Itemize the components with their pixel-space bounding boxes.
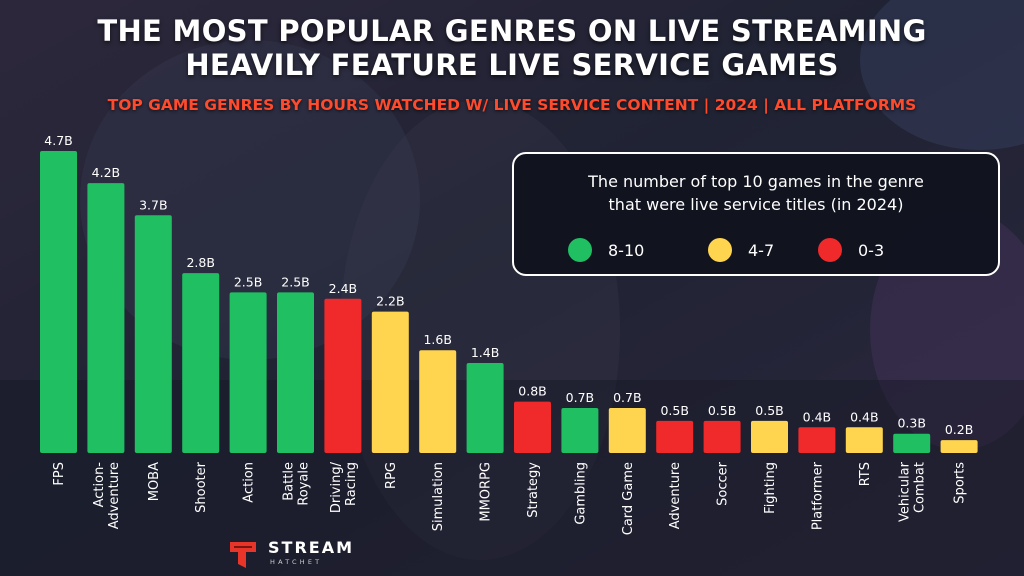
bar-simulation <box>419 350 457 453</box>
bar-mmorpg <box>466 363 504 453</box>
legend: The number of top 10 games in the genre … <box>512 152 1000 276</box>
bar-shooter <box>182 273 220 453</box>
legend-item-4-7: 4-7 <box>708 238 774 262</box>
bar-soccer <box>703 420 741 453</box>
category-label: MMORPG <box>479 462 494 522</box>
bar-moba <box>134 215 172 453</box>
bar-rpg <box>371 311 409 453</box>
bar-sports <box>940 440 978 453</box>
value-label: 0.7B <box>613 390 641 405</box>
title-line: THE MOST POPULAR GENRES ON LIVE STREAMIN… <box>97 14 927 48</box>
value-label: 2.8B <box>186 255 214 270</box>
bar-action-adventure <box>87 183 125 453</box>
legend-text-line: that were live service titles (in 2024) <box>608 195 904 214</box>
bars-group <box>40 151 978 453</box>
category-labels-group: FPS Action-Adventure MOBA Shooter Action Batt… <box>52 461 968 535</box>
value-label: 2.4B <box>329 281 357 296</box>
bar-gambling <box>561 408 599 453</box>
category-label: RPG <box>384 462 399 489</box>
logo-subtext: HATCHET <box>270 558 323 566</box>
value-label: 2.5B <box>281 274 309 289</box>
bar-action <box>229 292 267 453</box>
legend-item-8-10: 8-10 <box>568 238 644 262</box>
category-label: RTS <box>858 462 873 486</box>
value-label: 1.6B <box>423 332 451 347</box>
value-label: 0.5B <box>708 403 736 418</box>
value-label: 3.7B <box>139 197 167 212</box>
bar-fps <box>40 151 77 453</box>
legend-swatch-green <box>568 238 592 262</box>
category-label: FPS <box>52 462 67 486</box>
bar-vehicular-combat <box>893 433 931 453</box>
category-label: Adventure <box>668 462 683 529</box>
value-label: 4.7B <box>44 133 72 148</box>
legend-label: 8-10 <box>608 240 645 260</box>
legend-swatch-yellow <box>708 238 732 262</box>
logo-wordmark: STREAM <box>268 538 354 557</box>
category-label: MOBA <box>147 462 162 501</box>
bar-strategy <box>514 401 551 453</box>
value-label: 0.4B <box>803 409 831 424</box>
category-label: Shooter <box>194 461 209 512</box>
value-label: 0.2B <box>945 422 973 437</box>
legend-swatch-red <box>818 238 842 262</box>
bar-battle-royale <box>277 292 314 453</box>
bar-card-game <box>608 408 646 453</box>
category-label: Action <box>242 462 257 503</box>
value-label: 0.5B <box>755 403 783 418</box>
category-label: Sports <box>953 462 968 504</box>
chart-title: THE MOST POPULAR GENRES ON LIVE STREAMIN… <box>0 14 1024 82</box>
category-label: Gambling <box>573 462 588 525</box>
value-label: 2.5B <box>234 274 262 289</box>
bar-driving-racing <box>324 298 362 453</box>
stream-hatchet-logo: STREAM HATCHET <box>228 536 378 572</box>
legend-item-0-3: 0-3 <box>818 238 884 262</box>
value-label: 1.4B <box>471 345 499 360</box>
value-label: 0.7B <box>566 390 594 405</box>
category-label: Strategy <box>526 462 541 518</box>
value-label: 0.8B <box>518 384 546 399</box>
category-label: Simulation <box>431 462 446 531</box>
bar-platformer <box>798 427 836 453</box>
legend-text-line: The number of top 10 games in the genre <box>588 172 924 191</box>
bar-adventure <box>656 420 694 453</box>
category-label: VehicularCombat <box>898 461 928 522</box>
legend-label: 4-7 <box>748 240 775 260</box>
bar-fighting <box>751 420 788 453</box>
value-label: 0.4B <box>850 409 878 424</box>
value-label: 2.2B <box>376 294 404 309</box>
hatchet-logo-icon <box>230 542 256 568</box>
category-label: Platformer <box>810 461 825 530</box>
legend-description: The number of top 10 games in the genre … <box>514 170 998 216</box>
category-label: Driving/Racing <box>329 461 359 513</box>
value-label: 4.2B <box>92 165 120 180</box>
category-label: Soccer <box>716 461 731 505</box>
legend-label: 0-3 <box>858 240 885 260</box>
chart-subtitle: TOP GAME GENRES BY HOURS WATCHED W/ LIVE… <box>107 96 917 114</box>
value-label: 0.5B <box>660 403 688 418</box>
value-label: 0.3B <box>897 416 925 431</box>
value-labels-group: 4.7B 4.2B 3.7B 2.8B 2.5B 2.5B 2.4B 2.2B 1.6B 1.4B… <box>44 133 973 437</box>
category-label: Fighting <box>763 462 778 514</box>
bar-rts <box>845 427 883 453</box>
category-label: Action-Adventure <box>92 462 122 530</box>
category-label: Card Game <box>621 462 636 535</box>
title-line: HEAVILY FEATURE LIVE SERVICE GAMES <box>185 48 839 82</box>
category-label: BattleRoyale <box>282 462 312 506</box>
